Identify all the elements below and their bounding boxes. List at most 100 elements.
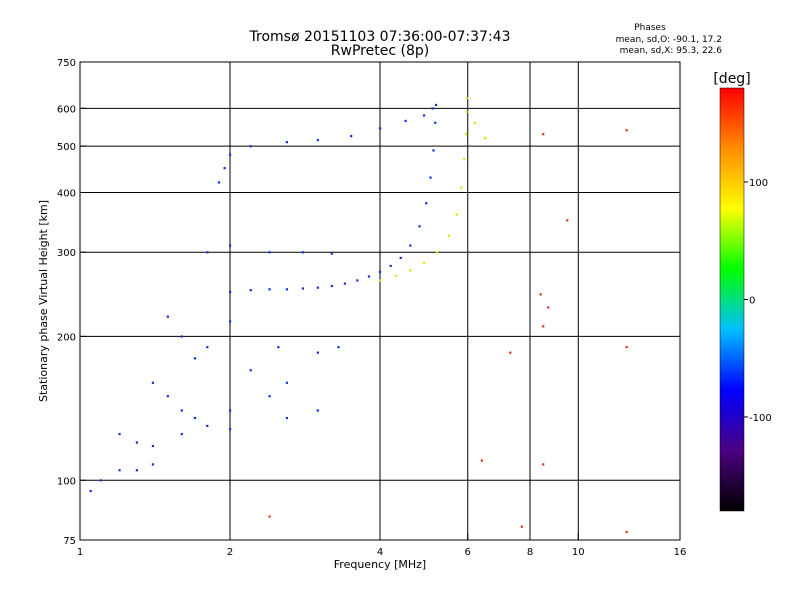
data-point [350,135,353,138]
data-point [223,167,226,170]
colorbar-label: [deg] [713,71,750,87]
data-point [206,346,209,349]
data-point [542,325,545,328]
x-tick-label: 1 [77,547,83,558]
colorbar-ticks: 100 0 -100 [744,178,772,424]
colorbar-tick-label: -100 [749,413,772,424]
data-point [425,202,428,205]
data-point [316,286,319,289]
data-point [249,145,252,148]
data-point [285,141,288,144]
colorbar [719,87,745,512]
data-point [268,288,271,291]
data-point [193,416,197,420]
data-point [301,251,305,254]
data-point [399,256,402,260]
data-point [409,244,412,247]
data-point [277,346,280,349]
data-point [466,97,469,100]
data-point [542,133,545,136]
x-axis: 1 2 4 6 8 10 16 [77,534,687,558]
data-point [480,459,483,462]
data-point [193,357,197,360]
data-point [229,320,232,323]
x-tick-label: 16 [674,547,687,558]
data-point [389,264,392,267]
y-tick-label: 600 [57,104,76,115]
data-point [301,287,305,290]
data-point [99,479,102,482]
data-point [418,225,421,228]
data-point [379,127,382,130]
data-point [337,346,340,349]
x-tick-label: 4 [377,547,383,558]
data-point [547,306,550,309]
data-point [434,103,438,107]
data-point [422,114,426,117]
y-tick-label: 500 [57,142,76,153]
data-point [625,530,628,534]
chart-title-line1: Tromsø 20151103 07:36:00-07:37:43 [249,29,511,45]
data-point [625,346,628,349]
data-point [435,251,438,254]
stats-x-mode: mean, sd,X: 95.3, 22.6 [620,46,723,56]
chart-title-line2: RwPretec (8p) [331,43,429,59]
data-point [463,158,466,161]
stats-heading: Phases [634,23,666,33]
data-point [465,110,468,114]
data-point [429,176,432,179]
data-point [229,409,232,412]
data-point [316,139,319,142]
data-point [151,444,155,448]
data-point [206,424,209,428]
data-point [343,282,347,285]
grid [80,62,680,540]
data-point [330,284,333,288]
data-point [229,244,232,247]
data-point [229,428,232,431]
x-tick-label: 2 [227,547,233,558]
x-tick-label: 10 [572,547,585,558]
data-point [316,351,319,354]
data-point [509,351,512,354]
data-point [118,469,121,472]
data-point [151,463,155,466]
data-point [542,463,545,466]
data-point [89,489,92,493]
x-tick-label: 6 [465,547,471,558]
colorbar-tick-label: 100 [749,178,768,189]
data-point [379,279,382,282]
y-tick-label: 75 [63,536,76,547]
data-point [367,275,371,278]
data-point [520,525,523,528]
data-point [285,288,288,291]
data-point [285,416,288,420]
data-point [431,107,434,110]
data-point [229,153,232,156]
y-tick-label: 300 [57,248,76,259]
data-point [432,149,435,152]
data-point [135,441,138,444]
y-axis-label: Stationary phase Virtual Height [km] [37,200,50,402]
x-axis-label: Frequency [MHz] [334,558,426,571]
data-point [316,409,319,412]
data-point [268,515,271,518]
data-point [268,395,271,398]
data-point [625,129,628,132]
data-point [330,252,333,255]
colorbar-tick-label: 0 [749,296,755,307]
x-tick-label: 8 [527,547,533,558]
data-point [268,251,271,254]
data-point [434,121,437,124]
stats-o-mode: mean, sd,O: -90.1, 17.2 [616,35,722,45]
data-point [484,137,487,140]
data-point [447,234,451,237]
data-point [249,369,252,372]
data-point [151,381,155,384]
data-point [180,409,183,412]
data-point [566,219,569,222]
data-point [422,261,426,265]
data-points [89,97,628,534]
data-point [118,432,121,436]
